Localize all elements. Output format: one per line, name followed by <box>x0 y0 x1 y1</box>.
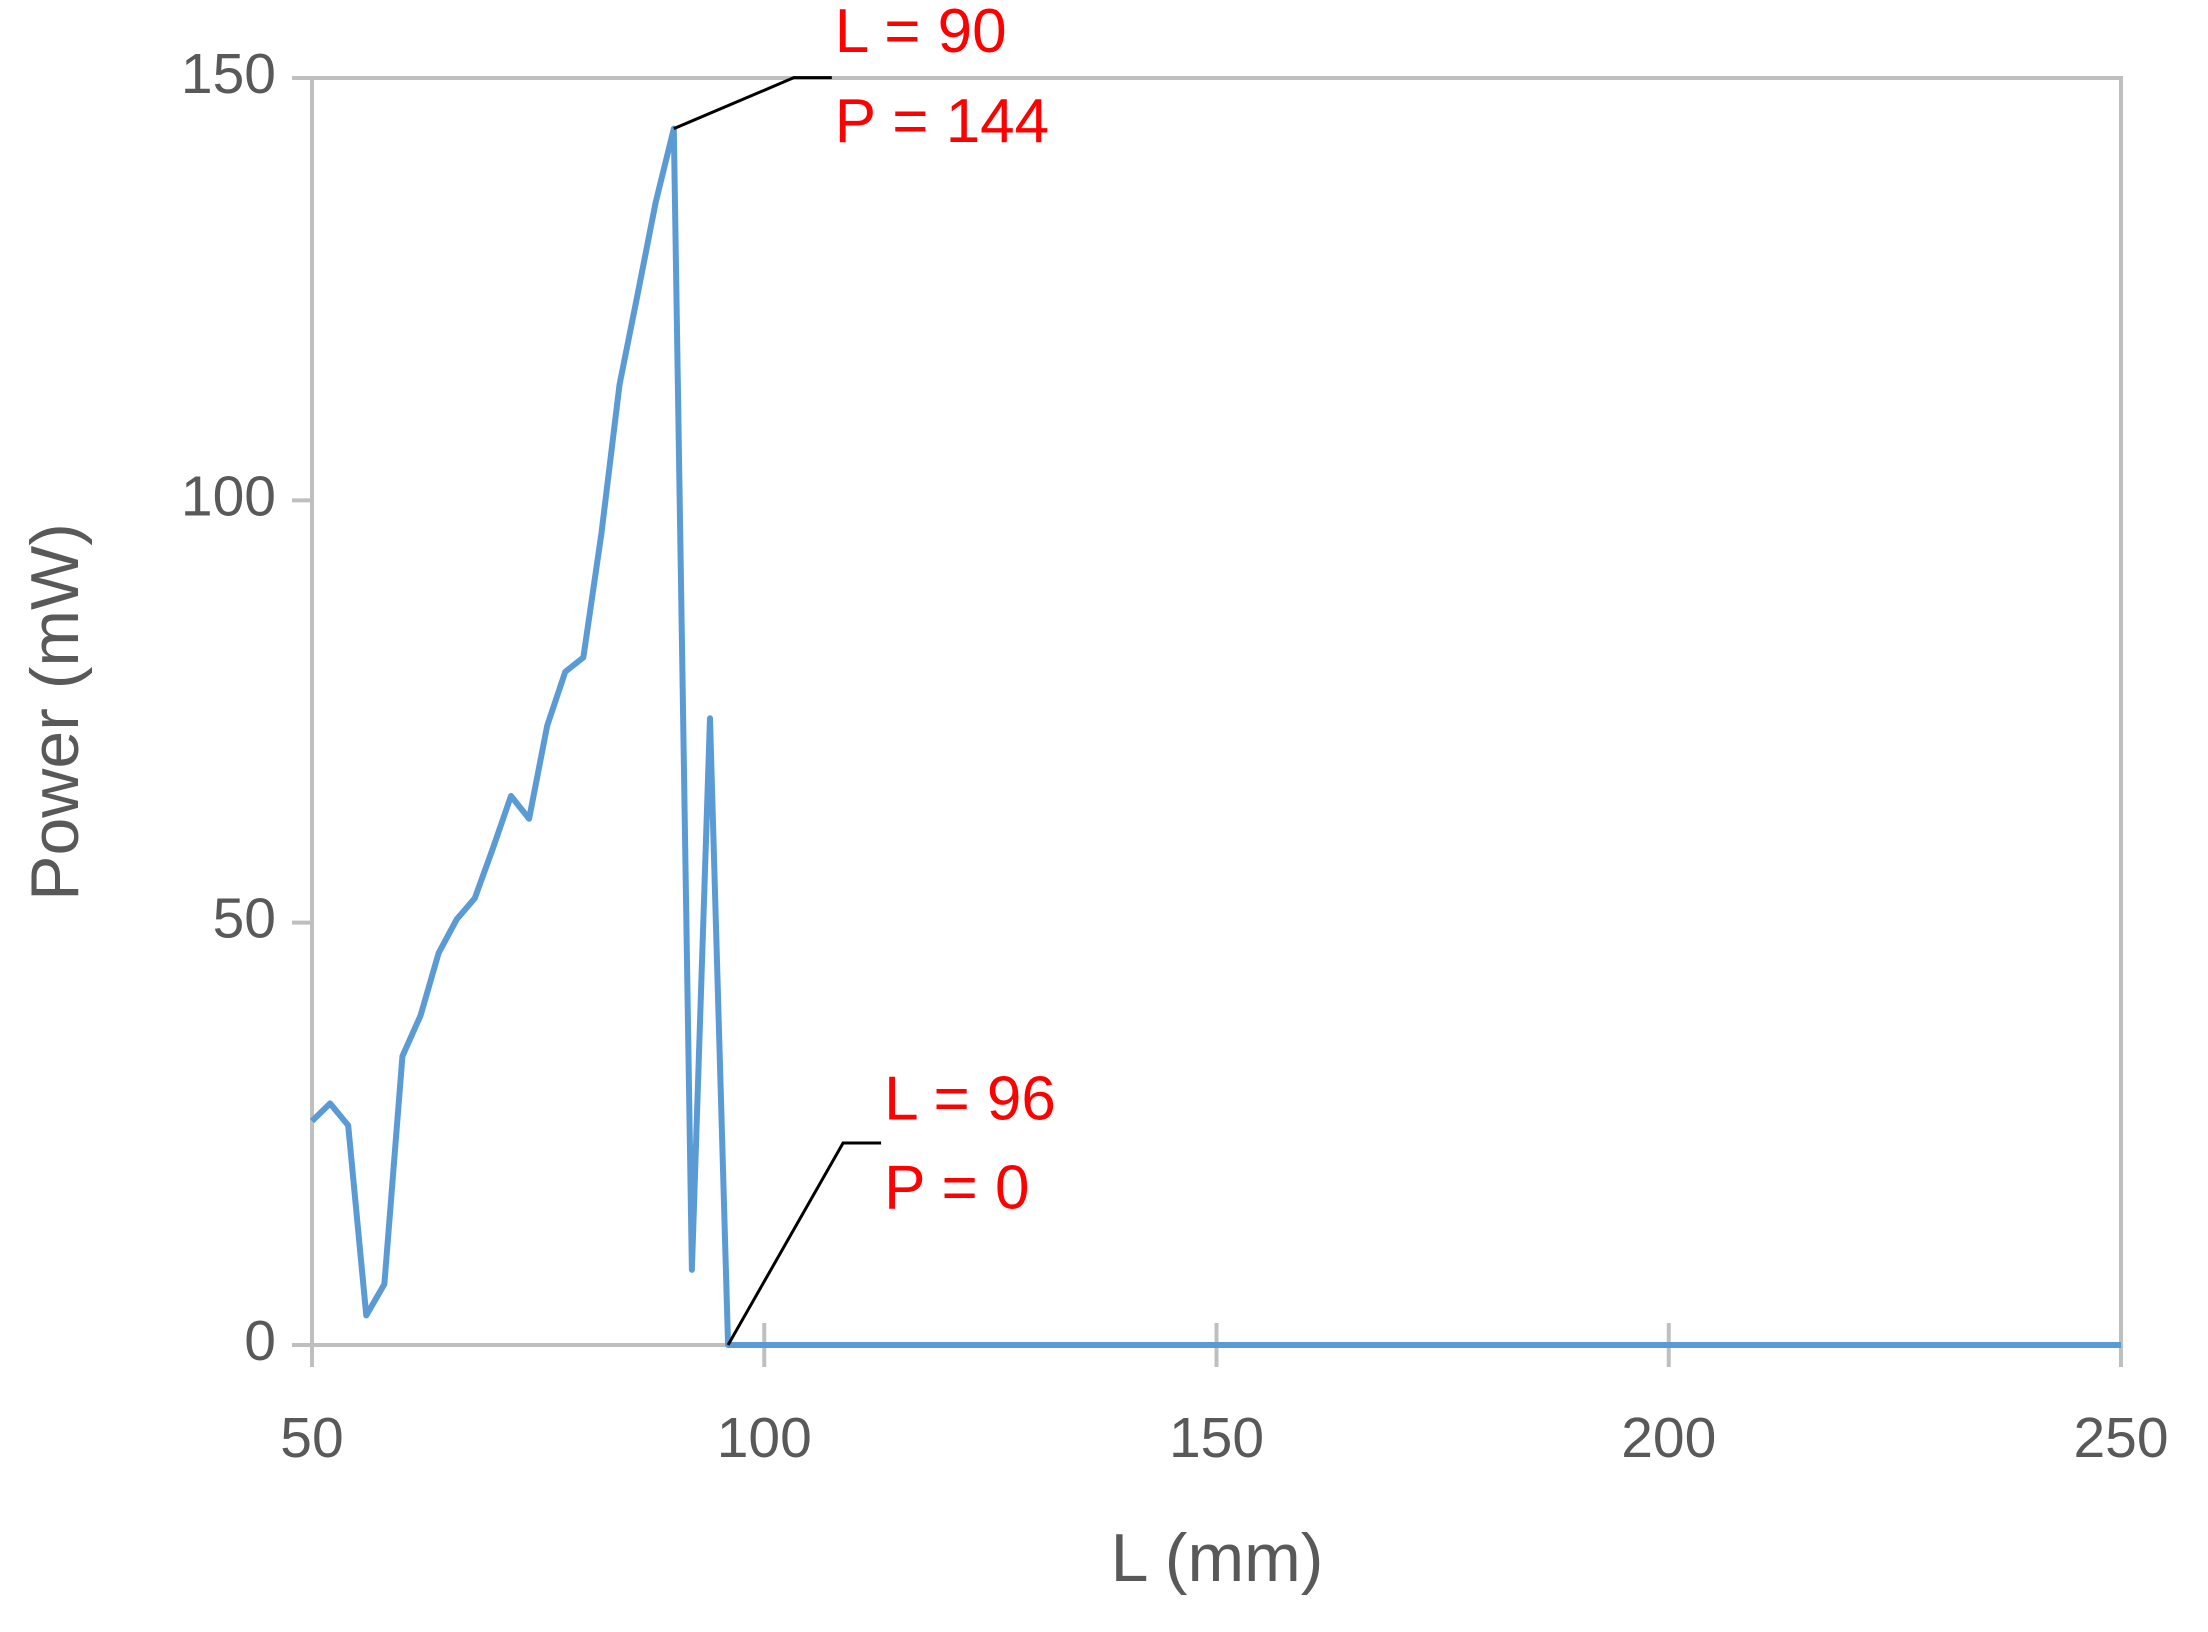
y-tick-label: 0 <box>244 1309 276 1373</box>
y-tick-label: 150 <box>181 42 276 106</box>
data-line <box>309 125 2121 1348</box>
y-tick-label: 100 <box>181 464 276 528</box>
annotation-leader <box>673 76 832 131</box>
y-axis-title: Power (mW) <box>17 523 93 901</box>
annotation-text: L = 96 <box>884 1064 1056 1133</box>
x-tick-label: 150 <box>1169 1406 1264 1470</box>
x-axis-title: L (mm) <box>1111 1520 1324 1596</box>
plot-border <box>310 76 2123 1347</box>
x-tick-label: 100 <box>717 1406 812 1470</box>
x-tick-label: 50 <box>280 1406 343 1470</box>
y-tick-label: 50 <box>213 887 276 951</box>
x-tick-label: 200 <box>1621 1406 1716 1470</box>
x-tick-label: 250 <box>2073 1406 2168 1470</box>
annotation-text: P = 0 <box>884 1153 1029 1222</box>
annotation-leader <box>726 1141 882 1346</box>
annotation-text: P = 144 <box>835 87 1049 156</box>
annotation-text: L = 90 <box>835 0 1007 66</box>
